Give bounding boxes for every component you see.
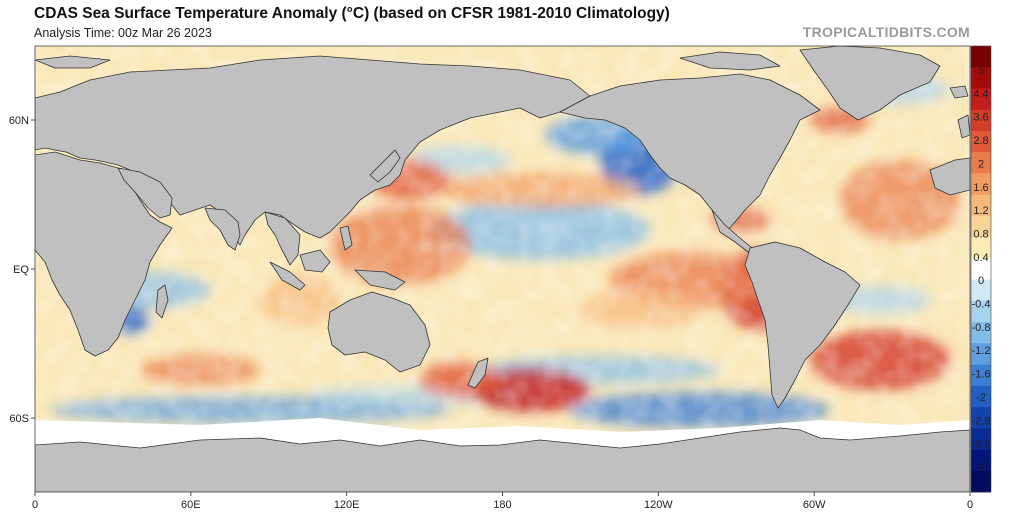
colorbar-label: -0.8 <box>972 322 991 334</box>
colorbar-label: 0 <box>978 275 984 287</box>
colorbar-label: 1.2 <box>973 205 988 217</box>
uk-land <box>957 114 970 139</box>
colorbar-label: 1.6 <box>973 182 988 194</box>
north-america-land <box>559 73 821 231</box>
colorbar-segment <box>971 152 991 174</box>
colorbar: 5 4.4 3.6 2.8 2 1.6 1.2 0.8 0.4 0 -0.4 -0.8 -1.2 -1.6… <box>970 45 992 493</box>
lat-tick-label: EQ <box>13 264 29 276</box>
colorbar-label: -1.6 <box>972 369 991 381</box>
analysis-time: Analysis Time: 00z Mar 26 2023 <box>34 26 212 40</box>
colorbar-label: 4.4 <box>973 88 988 100</box>
japan-land <box>369 149 401 183</box>
lon-tick-label: 0 <box>32 499 38 511</box>
colorbar-segment <box>971 279 991 302</box>
map-title: CDAS Sea Surface Temperature Anomaly (°C… <box>34 5 670 22</box>
lon-tick-label: 60E <box>181 499 201 511</box>
site-credit: TROPICALTIDBITS.COM <box>802 24 970 40</box>
arctic-islands-land <box>679 51 781 71</box>
colorbar-label: -2.8 <box>972 415 991 427</box>
new-guinea-land <box>354 269 406 291</box>
colorbar-label: 3.6 <box>973 112 988 124</box>
philippines-land <box>339 225 353 251</box>
india-land <box>204 207 241 251</box>
colorbar-segment <box>971 470 991 493</box>
lat-tick-label: 60N <box>9 115 29 127</box>
lon-tick-label: 0 <box>967 499 973 511</box>
lon-tick-label: 120E <box>334 499 360 511</box>
australia-land <box>327 291 431 373</box>
colorbar-frame <box>970 45 992 493</box>
se-asia-land <box>264 211 301 266</box>
colorbar-label: 2.8 <box>973 135 988 147</box>
lon-tick-label: 120W <box>644 499 673 511</box>
colorbar-segment <box>971 428 991 451</box>
greenland-land <box>799 46 941 121</box>
lat-tick-label: 60S <box>9 413 29 425</box>
madagascar-land <box>155 284 169 319</box>
colorbar-label: 0.4 <box>973 252 988 264</box>
colorbar-segment <box>971 173 991 196</box>
colorbar-label: 2 <box>978 158 984 170</box>
colorbar-segment <box>971 449 991 472</box>
colorbar-segment <box>971 343 991 366</box>
colorbar-label: -1.2 <box>972 345 991 357</box>
latitude-axis: 60N EQ 60S <box>9 115 35 425</box>
colorbar-segment <box>971 215 991 238</box>
lon-tick-label: 180 <box>493 499 511 511</box>
colorbar-segment <box>971 300 991 323</box>
colorbar-label: -3.6 <box>972 439 991 451</box>
south-america-land <box>744 241 861 409</box>
colorbar-segment <box>971 258 991 281</box>
iceland-land <box>949 85 969 99</box>
new-zealand-land <box>467 357 489 389</box>
colorbar-segment <box>971 67 991 89</box>
colorbar-segment <box>971 109 991 132</box>
colorbar-segment <box>971 88 991 111</box>
land-masses <box>35 46 970 492</box>
sumatra-land <box>269 261 306 291</box>
map-field <box>35 46 970 492</box>
arabia-land <box>117 167 173 219</box>
colorbar-label: -5 <box>976 462 986 474</box>
colorbar-label: 0.8 <box>973 228 988 240</box>
borneo-land <box>299 249 331 273</box>
colorbar-segment <box>971 364 991 387</box>
colorbar-segment <box>971 130 991 153</box>
antarctica-land <box>35 427 970 492</box>
colorbar-segment <box>971 194 991 217</box>
iberia-europe-land <box>929 157 970 196</box>
colorbar-segment <box>971 407 991 429</box>
svalbard-land <box>35 55 111 69</box>
longitude-axis: 0 60E 120E 180 120W 60W 0 <box>32 492 973 511</box>
colorbar-segment <box>971 46 991 68</box>
colorbar-label: -2 <box>976 392 986 404</box>
lon-tick-label: 60W <box>803 499 826 511</box>
colorbar-segment <box>971 237 991 259</box>
colorbar-segment <box>971 385 991 408</box>
colorbar-segment <box>971 322 991 344</box>
colorbar-label: -0.4 <box>972 299 991 311</box>
colorbar-label: 5 <box>978 65 984 77</box>
